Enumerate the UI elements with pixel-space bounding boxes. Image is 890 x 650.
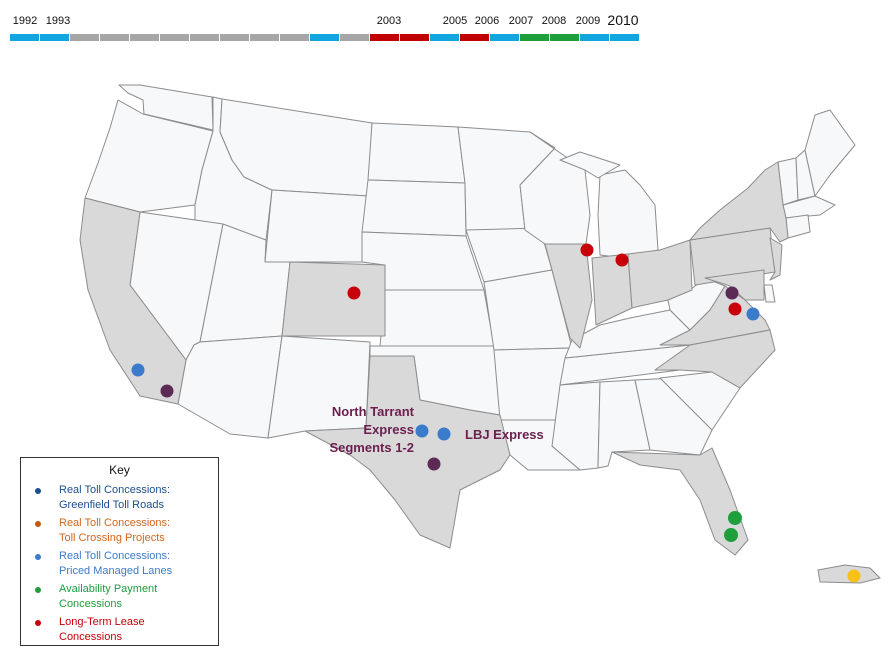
state-california[interactable] (79, 197, 187, 405)
year-label-1992[interactable]: 1992 (12, 15, 38, 27)
timeline-segment[interactable] (370, 34, 399, 41)
legend-label: Real Toll Concessions: Toll Crossing Proj… (59, 516, 170, 546)
state-delaware[interactable] (763, 284, 776, 303)
legend-dot-icon (35, 521, 41, 527)
state-south-dakota[interactable] (361, 179, 467, 237)
state-new-york[interactable] (689, 161, 789, 243)
year-label-1993[interactable]: 1993 (45, 15, 71, 27)
timeline-segment[interactable] (520, 34, 549, 41)
legend-label-line2: Toll Crossing Projects (59, 532, 165, 544)
timeline-segment[interactable] (340, 34, 369, 41)
legend-label-line1: Long-Term Lease (59, 616, 145, 628)
year-label-2008[interactable]: 2008 (541, 15, 567, 27)
label-north-tarrant-3: Segments 1-2 (329, 440, 414, 455)
timeline-segment[interactable] (40, 34, 69, 41)
legend-label: Real Toll Concessions: Priced Managed Lan… (59, 549, 172, 579)
legend-dot-icon (35, 587, 41, 593)
state-north-carolina[interactable] (654, 329, 776, 389)
timeline-segment[interactable] (610, 34, 639, 41)
point-virginia-managed[interactable] (746, 307, 760, 321)
legend-label-line2: Concessions (59, 598, 122, 610)
legend-label-line1: Availability Payment (59, 583, 158, 595)
timeline-segment[interactable] (220, 34, 249, 41)
legend-title: Key (109, 463, 130, 477)
state-north-dakota[interactable] (367, 122, 466, 184)
state-maryland[interactable] (704, 269, 765, 301)
label-north-tarrant-2: Express (363, 422, 414, 437)
timeline-segment[interactable] (250, 34, 279, 41)
state-kansas[interactable] (379, 289, 495, 347)
legend-dot-icon (35, 554, 41, 560)
state-connecticut[interactable] (785, 214, 811, 239)
year-label-2006[interactable]: 2006 (474, 15, 500, 27)
legend-label-line1: Real Toll Concessions: (59, 484, 171, 496)
point-puerto-rico[interactable] (847, 569, 861, 583)
timeline-segment[interactable] (100, 34, 129, 41)
legend-label: Real Toll Concessions: Greenfield Toll Ro… (59, 483, 170, 513)
point-colorado[interactable] (347, 286, 361, 300)
point-chicago[interactable] (580, 243, 594, 257)
state-oregon[interactable] (84, 99, 214, 213)
state-new-mexico[interactable] (267, 335, 371, 439)
year-label-2009[interactable]: 2009 (575, 15, 601, 27)
label-north-tarrant-1: North Tarrant (332, 404, 415, 419)
point-lbj-express[interactable] (437, 427, 451, 441)
point-los-angeles[interactable] (131, 363, 145, 377)
state-maine[interactable] (804, 109, 856, 197)
point-texas-central[interactable] (427, 457, 441, 471)
timeline-segment[interactable] (490, 34, 519, 41)
timeline-segment[interactable] (550, 34, 579, 41)
year-label-2007[interactable]: 2007 (508, 15, 534, 27)
state-arizona[interactable] (177, 335, 283, 439)
year-label-2010[interactable]: 2010 (607, 12, 639, 28)
legend-label-line2: Greenfield Toll Roads (59, 499, 164, 511)
state-michigan-upper[interactable] (559, 151, 621, 179)
timeline-segment[interactable] (10, 34, 39, 41)
legend-label: Long-Term Lease Concessions (59, 615, 145, 645)
state-ohio[interactable] (627, 239, 693, 309)
timeline: 1992 1993 2003 2005 2006 2007 2008 2009 … (0, 0, 890, 50)
timeline-segment[interactable] (160, 34, 189, 41)
legend-dot-icon (35, 488, 41, 494)
point-florida-1[interactable] (728, 511, 742, 525)
label-lbj-express: LBJ Express (465, 427, 544, 442)
legend-label-line2: Concessions (59, 631, 122, 643)
year-label-2005[interactable]: 2005 (442, 15, 468, 27)
timeline-segment[interactable] (310, 34, 339, 41)
point-virginia-north[interactable] (725, 286, 739, 300)
state-michigan[interactable] (597, 169, 659, 259)
year-label-2003[interactable]: 2003 (376, 15, 402, 27)
legend-label: Availability Payment Concessions (59, 582, 157, 612)
state-washington[interactable] (118, 84, 214, 131)
timeline-segment[interactable] (460, 34, 489, 41)
legend-dot-icon (35, 620, 41, 626)
state-florida[interactable] (611, 447, 749, 556)
legend-label-line1: Real Toll Concessions: (59, 550, 171, 562)
timeline-segment[interactable] (190, 34, 219, 41)
point-florida-2[interactable] (724, 528, 738, 542)
state-wyoming[interactable] (264, 189, 369, 263)
legend-label-line1: Real Toll Concessions: (59, 517, 171, 529)
state-mississippi[interactable] (551, 381, 601, 471)
state-colorado[interactable] (281, 261, 386, 337)
timeline-segment[interactable] (280, 34, 309, 41)
point-indiana[interactable] (615, 253, 629, 267)
point-north-tarrant[interactable] (415, 424, 429, 438)
legend-label-line2: Priced Managed Lanes (59, 565, 173, 577)
point-san-diego[interactable] (160, 384, 174, 398)
timeline-segment[interactable] (400, 34, 429, 41)
state-new-jersey[interactable] (769, 237, 783, 281)
state-texas[interactable] (304, 355, 511, 549)
timeline-segment[interactable] (430, 34, 459, 41)
point-virginia-lease[interactable] (728, 302, 742, 316)
timeline-segment[interactable] (70, 34, 99, 41)
legend: Key Real Toll Concessions: Greenfield Tol… (20, 457, 219, 646)
timeline-segment[interactable] (580, 34, 609, 41)
timeline-segment[interactable] (130, 34, 159, 41)
